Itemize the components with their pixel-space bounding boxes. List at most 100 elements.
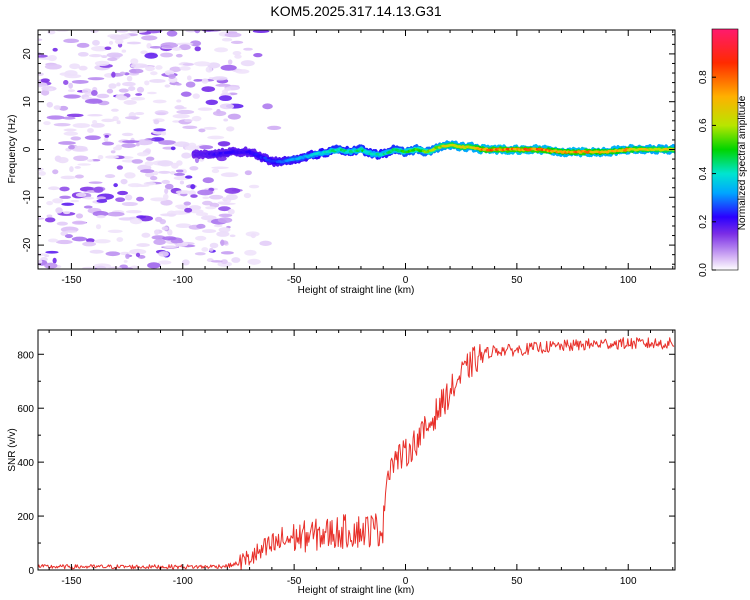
spectrogram-noise-cell [222, 197, 228, 202]
spectrogram-noise-cell [135, 184, 150, 188]
spectrogram-noise-cell [46, 115, 65, 120]
spectrogram-noise-cell [46, 101, 54, 108]
spectrogram-noise-cell [105, 251, 121, 257]
spectrogram-noise-cell [212, 110, 227, 117]
spectrogram-noise-cell [158, 140, 177, 145]
spectrogram-noise-cell [58, 141, 76, 145]
spectrogram-noise-cell [68, 144, 75, 150]
spectrogram-noise-cell [185, 30, 198, 33]
spectrogram-noise-cell [92, 210, 109, 217]
spectrogram-noise-cell [83, 196, 95, 200]
spectrogram-noise-cell [220, 251, 234, 255]
x-tick-label: 0 [403, 576, 409, 587]
spectrogram-noise-cell [220, 259, 228, 265]
spectrogram-noise-cell [184, 207, 193, 213]
spectrogram-noise-cell [215, 83, 231, 87]
spectrogram-noise-cell [116, 82, 121, 87]
spectrogram-noise-cell [150, 176, 158, 181]
y-tick-label: -10 [22, 190, 33, 205]
spectrogram-noise-cell [114, 38, 124, 45]
spectrogram-noise-cell [219, 103, 235, 110]
spectrogram-noise-cell [244, 249, 257, 256]
spectrogram-noise-cell [52, 47, 58, 52]
spectrogram-noise-cell [126, 75, 133, 82]
spectrogram-noise-cell [210, 260, 223, 263]
spectrogram-noise-cell [213, 224, 223, 228]
spectrogram-noise-cell [172, 120, 181, 123]
spectrogram-noise-cell [125, 210, 142, 214]
spectrogram-noise-cell [227, 208, 235, 215]
spectrogram-noise-cell [82, 266, 95, 269]
spectrogram-noise-cell [193, 78, 203, 82]
spectrogram-noise-cell [130, 96, 146, 101]
spectrogram-noise-cell [227, 59, 233, 65]
spectrogram-noise-cell [90, 30, 99, 33]
spectrogram-noise-cell [135, 252, 141, 258]
spectrogram-noise-cell [122, 81, 136, 87]
spectrogram-noise-cell [55, 207, 63, 214]
spectrogram-noise-cell [201, 78, 209, 84]
spectrogram-noise-cell [93, 186, 104, 193]
spectrogram-noise-cell [63, 131, 79, 136]
spectrogram-noise-cell [47, 54, 57, 62]
colorbar-tick-label: 0.2 [698, 214, 709, 228]
spectrogram-noise-cell [52, 257, 57, 264]
spectrogram-noise-cell [121, 143, 136, 148]
spectrogram-noise-cell [211, 76, 228, 81]
spectrogram-noise-cell [240, 60, 255, 67]
spectrogram-noise-cell [175, 243, 184, 247]
spectrogram-noise-cell [179, 180, 185, 185]
spectrogram-noise-cell [175, 204, 188, 209]
spectrogram-noise-cell [63, 80, 69, 86]
spectrogram-noise-cell [144, 80, 150, 86]
spectrogram-noise-cell [188, 205, 202, 211]
spectrogram-noise-cell [155, 65, 163, 70]
spectrogram-noise-cell [235, 69, 250, 74]
spectrogram-noise-cell [202, 196, 210, 200]
snr-frame [37, 329, 676, 571]
spectrogram-noise-cell [234, 54, 242, 59]
spectrogram-noise-cell [185, 175, 193, 179]
spectrogram-noise-cell [115, 197, 126, 203]
spectrogram-noise-cell [166, 229, 173, 236]
spectrogram-noise-cell [158, 251, 169, 257]
spectrogram-noise-cell [224, 187, 241, 194]
colorbar-ticks: 0.0 0.2 0.4 0.6 0.8 [698, 70, 716, 277]
spectrogram-noise-cell [161, 132, 167, 136]
spectrogram-noise-cell [122, 140, 140, 144]
spectrogram-noise-cell [205, 206, 217, 210]
spectrogram-noise-cell [216, 231, 230, 237]
figure-title: KOM5.2025.317.14.13.G31 [270, 3, 441, 19]
spectrogram-noise-cell [110, 108, 119, 112]
spectrogram-noise-cell [121, 201, 138, 207]
spectrogram-noise-cell [119, 71, 126, 75]
y-tick-label: 0 [22, 146, 33, 152]
snr-panel: -150 -100 -50 0 50 100 0 200 400 600 800 Height o… [7, 329, 676, 596]
spectrogram-noise-cell [63, 38, 80, 44]
spectrogram-noise-cell [69, 63, 81, 70]
spectrogram-noise-cell [129, 248, 147, 255]
spectrogram-noise-cell [158, 170, 171, 174]
spectrogram-noise-cell [72, 123, 91, 128]
x-tick-label: 50 [511, 275, 523, 286]
spectrogram-x-label: Height of straight line (km) [298, 285, 415, 296]
spectrogram-noise-cell [107, 229, 123, 233]
spectrogram-noise-cell [176, 42, 194, 46]
spectrogram-noise-cell [63, 94, 81, 99]
spectrogram-noise-cell [153, 128, 167, 132]
spectrogram-noise-cell [60, 175, 76, 180]
spectrogram-noise-cell [75, 213, 84, 219]
spectrogram-noise-cell [62, 116, 76, 120]
spectrogram-noise-cell [38, 38, 43, 42]
spectrogram-noise-cell [176, 109, 195, 115]
spectrogram-noise [38, 30, 282, 269]
spectrogram-noise-cell [83, 205, 93, 209]
spectrogram-noise-cell [87, 128, 94, 133]
spectrogram-noise-cell [214, 47, 228, 53]
spectrogram-noise-cell [111, 71, 116, 78]
spectrogram-noise-cell [105, 155, 120, 159]
spectrogram-noise-cell [84, 135, 101, 141]
spectrogram-noise-cell [161, 179, 170, 184]
spectrogram-track-core [250, 151, 255, 154]
